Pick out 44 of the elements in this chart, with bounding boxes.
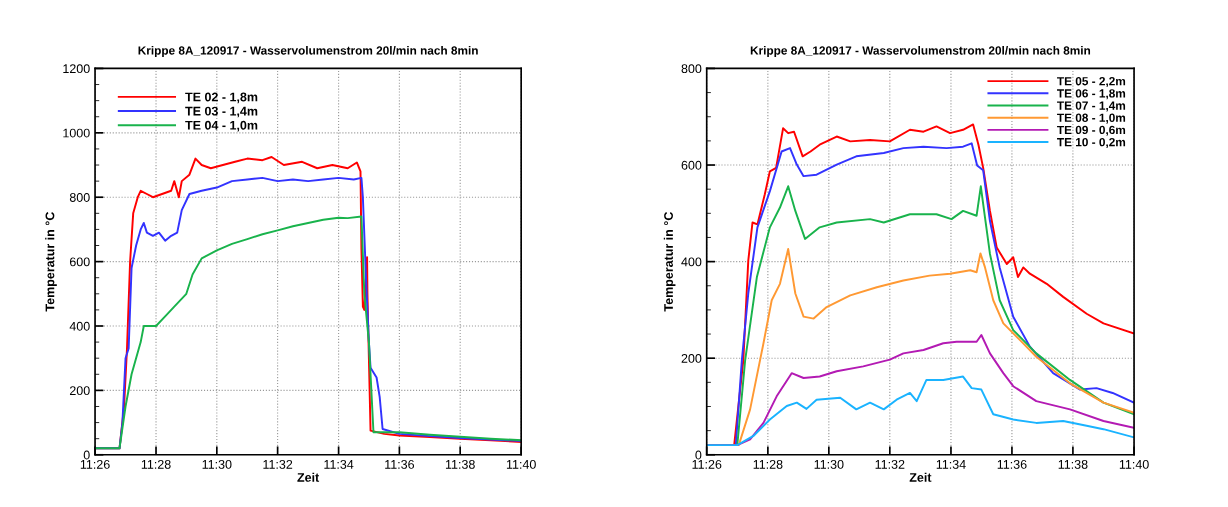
y-tick-label: 600	[681, 160, 702, 170]
x-tick-label: 11:34	[936, 459, 966, 469]
y-axis-title: Temperatur in °C	[45, 211, 57, 312]
x-tick-label: 11:36	[997, 459, 1027, 469]
line-series	[706, 375, 1135, 447]
x-tick-label: 11:32	[875, 459, 905, 469]
x-tick-label: 11:36	[385, 459, 415, 469]
x-tick-label: 11:38	[1058, 459, 1088, 469]
y-tick-label: 0	[83, 450, 90, 460]
x-tick-label: 11:34	[324, 459, 354, 469]
x-tick-label: 11:40	[506, 459, 536, 469]
legend-label: TE 02 - 1,8m	[185, 92, 258, 104]
y-tick-label: 1200	[63, 64, 90, 74]
y-tick-label: 800	[681, 64, 702, 74]
legend-label: TE 04 - 1,0m	[185, 120, 258, 132]
y-axis-title: Temperatur in °C	[663, 211, 676, 312]
y-tick-label: 400	[681, 257, 702, 267]
y-tick-label: 200	[69, 386, 90, 396]
y-tick-label: 0	[695, 450, 702, 460]
x-tick-label: 11:32	[263, 459, 293, 469]
chart-title: Krippe 8A_120917 - Wasservolumenstrom 20l/min nach 8min	[138, 46, 478, 58]
chart-title: Krippe 8A_120917 - Wasservolumenstrom 20l/min nach 8min	[750, 46, 1091, 58]
y-tick-label: 400	[69, 321, 90, 331]
y-tick-label: 1000	[63, 128, 90, 138]
x-tick-label: 11:28	[141, 459, 171, 469]
x-axis-title: Zeit	[297, 472, 320, 482]
x-tick-label: 11:40	[1119, 459, 1149, 469]
legend-label: TE 03 - 1,4m	[185, 106, 258, 118]
legend-label: TE 08 - 1,0m	[1057, 113, 1126, 124]
y-tick-label: 600	[69, 257, 90, 267]
x-tick-label: 11:26	[80, 459, 110, 469]
legend-label: TE 07 - 1,4m	[1057, 101, 1126, 112]
legend-label: TE 10 - 0,2m	[1057, 137, 1126, 149]
legend-label: TE 06 - 1,8m	[1057, 89, 1126, 100]
legend-label: TE 09 - 0,6m	[1057, 125, 1126, 136]
x-tick-label: 11:28	[753, 459, 783, 469]
x-axis-title: Zeit	[909, 472, 932, 482]
x-tick-label: 11:30	[814, 459, 844, 469]
y-tick-label: 800	[69, 193, 90, 202]
x-tick-label: 11:26	[692, 459, 722, 469]
x-tick-label: 11:38	[445, 459, 475, 469]
x-tick-label: 11:30	[202, 459, 232, 469]
legend-label: TE 05 - 2,2m	[1057, 77, 1126, 88]
y-tick-label: 200	[681, 354, 702, 363]
